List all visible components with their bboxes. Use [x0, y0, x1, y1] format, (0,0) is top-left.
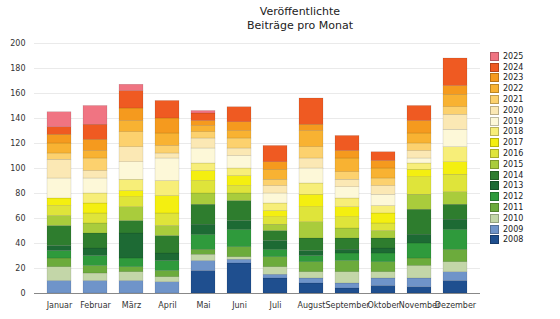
svg-text:140: 140 [10, 114, 25, 123]
html-text:2012: 2012 [503, 192, 524, 202]
html-text:2024: 2024 [503, 62, 524, 72]
svg-text:60: 60 [15, 214, 25, 223]
html-text:2021: 2021 [503, 95, 524, 105]
svg-text:20: 20 [15, 264, 25, 273]
svg-text:April: April [158, 301, 176, 310]
svg-text:100: 100 [10, 164, 25, 173]
html-text:2022: 2022 [503, 84, 524, 94]
svg-text:Oktober: Oktober [367, 301, 400, 310]
html-text:2018: 2018 [503, 127, 524, 137]
svg-text:80: 80 [15, 189, 25, 198]
html-text:2008: 2008 [503, 235, 524, 245]
html-text:2020: 2020 [503, 105, 524, 115]
html-text:Beiträge pro Monat: Beiträge pro Monat [247, 19, 353, 32]
html-text:2017: 2017 [503, 138, 524, 148]
html-text:2023: 2023 [503, 73, 524, 83]
svg-text:160: 160 [10, 89, 25, 98]
html-text:2016: 2016 [503, 149, 524, 159]
svg-text:August: August [298, 301, 326, 310]
svg-text:Januar: Januar [46, 301, 73, 310]
html-text:2009: 2009 [503, 224, 524, 234]
svg-text:September: September [325, 301, 370, 310]
svg-text:März: März [122, 301, 141, 310]
svg-text:Februar: Februar [80, 301, 111, 310]
html-text:2013: 2013 [503, 181, 524, 191]
svg-text:180: 180 [10, 64, 25, 73]
svg-text:40: 40 [15, 239, 25, 248]
html-text:2019: 2019 [503, 116, 524, 126]
svg-text:200: 200 [10, 39, 25, 48]
svg-text:Dezember: Dezember [435, 301, 477, 310]
svg-text:Juni: Juni [231, 301, 247, 310]
html-text:2010: 2010 [503, 213, 524, 223]
svg-text:Juli: Juli [269, 301, 282, 310]
html-text:2011: 2011 [503, 203, 524, 212]
svg-text:0: 0 [20, 289, 25, 298]
svg-text:120: 120 [10, 139, 25, 148]
svg-text:Mai: Mai [196, 301, 210, 310]
html-text:2014: 2014 [503, 170, 524, 180]
html-text:Veröffentlichte: Veröffentlichte [259, 5, 341, 18]
html-text:2025: 2025 [503, 51, 524, 61]
svg-text:November: November [398, 301, 441, 311]
html-text:2015: 2015 [503, 159, 524, 169]
